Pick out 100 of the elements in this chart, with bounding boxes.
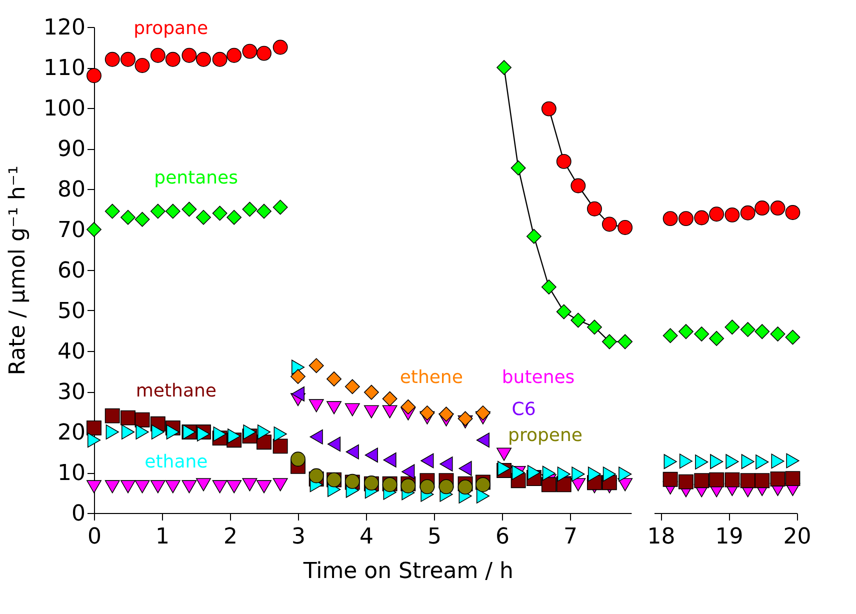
point [572, 466, 585, 482]
point [182, 480, 197, 494]
point [740, 473, 756, 488]
point [272, 40, 288, 55]
point [770, 472, 786, 486]
point [165, 480, 180, 494]
point [182, 202, 197, 217]
point [770, 200, 786, 216]
series-label: pentanes [154, 168, 238, 189]
point [256, 480, 272, 494]
point [662, 472, 678, 487]
point [383, 452, 396, 468]
point [662, 328, 678, 344]
point [570, 312, 586, 328]
point [496, 448, 512, 461]
point [602, 334, 617, 350]
point [678, 211, 694, 226]
point [120, 52, 136, 67]
y-tick-label: 30 [58, 380, 86, 405]
series-label: ethane [144, 451, 208, 472]
point [243, 424, 256, 440]
point [196, 478, 211, 492]
point [785, 471, 800, 486]
y-tick-label: 40 [58, 340, 86, 364]
y-tick-label: 90 [58, 137, 86, 162]
point [771, 454, 784, 469]
point [150, 48, 166, 63]
y-tick-label: 60 [58, 258, 86, 284]
point [150, 204, 166, 219]
point [556, 154, 572, 169]
point [740, 205, 756, 220]
x-tick-label: 0 [88, 524, 102, 550]
point [242, 478, 258, 492]
point [602, 216, 617, 232]
point [256, 204, 272, 219]
point [678, 474, 694, 490]
point [182, 48, 197, 63]
point [86, 420, 102, 436]
y-tick-label: 110 [44, 56, 86, 81]
point [120, 410, 136, 426]
point [724, 472, 740, 488]
point [291, 386, 305, 402]
y-tick-label: 120 [44, 16, 86, 40]
y-tick-label: 20 [58, 420, 86, 446]
point [326, 401, 342, 414]
point [678, 324, 694, 340]
x-tick-label: 3 [292, 524, 306, 550]
point [272, 438, 288, 454]
x-tick-label: 20 [783, 524, 812, 550]
point [740, 322, 756, 338]
point [104, 480, 120, 494]
point [308, 399, 324, 412]
point [694, 473, 710, 488]
series-label: butenes [502, 366, 575, 388]
y-tick-label: 10 [58, 461, 86, 486]
point [86, 68, 102, 84]
point [541, 101, 556, 116]
y-tick-label: 100 [44, 96, 86, 122]
point [724, 207, 740, 222]
point [754, 200, 770, 216]
point [785, 330, 800, 345]
point [106, 424, 119, 440]
point [440, 456, 453, 472]
point [694, 210, 710, 226]
point [256, 434, 272, 450]
point [710, 454, 724, 470]
x-tick-label: 6 [496, 524, 510, 550]
point [510, 160, 526, 176]
point [134, 480, 150, 494]
point [134, 58, 150, 73]
point [475, 405, 490, 420]
point [134, 412, 150, 428]
point [400, 399, 416, 414]
point [618, 466, 632, 482]
point [364, 405, 379, 418]
point [458, 460, 472, 476]
point [120, 480, 136, 494]
point [741, 454, 754, 470]
series-label: C6 [512, 398, 536, 420]
point [709, 206, 724, 222]
point [272, 200, 288, 215]
point [364, 448, 378, 463]
point [151, 424, 164, 440]
x-tick-label: 4 [360, 524, 374, 550]
point [754, 324, 770, 340]
point [420, 405, 435, 420]
y-axis-title: Rate / μmol g⁻¹ h⁻¹ [6, 166, 31, 376]
point [498, 460, 511, 476]
point [556, 304, 572, 320]
point [679, 454, 692, 469]
point [272, 478, 288, 492]
point [786, 453, 800, 468]
point [602, 466, 616, 482]
x-tick-label: 18 [647, 524, 676, 550]
point [104, 204, 120, 219]
point [382, 405, 398, 418]
point [588, 466, 602, 482]
point [226, 210, 242, 225]
point [476, 488, 490, 504]
point [308, 468, 324, 484]
